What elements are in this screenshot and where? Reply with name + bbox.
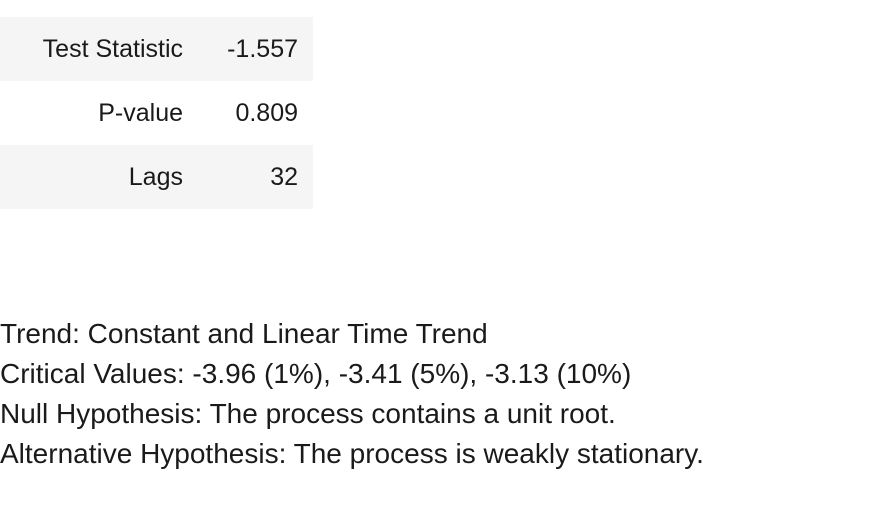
critical-values-line: Critical Values: -3.96 (1%), -3.41 (5%),… bbox=[0, 358, 632, 389]
null-hypothesis-line: Null Hypothesis: The process contains a … bbox=[0, 398, 616, 429]
trend-line: Trend: Constant and Linear Time Trend bbox=[0, 318, 488, 349]
table-row: Lags 32 bbox=[0, 145, 313, 209]
p-value-label: P-value bbox=[98, 98, 183, 127]
p-value-value: 0.809 bbox=[235, 98, 298, 127]
test-statistic-label: Test Statistic bbox=[42, 34, 183, 63]
test-statistic-value: -1.557 bbox=[227, 34, 298, 63]
table-row: P-value 0.809 bbox=[0, 81, 313, 145]
alternative-hypothesis-line: Alternative Hypothesis: The process is w… bbox=[0, 438, 704, 469]
test-results-table: Test Statistic -1.557 P-value 0.809 Lags… bbox=[0, 17, 313, 209]
lags-label: Lags bbox=[128, 162, 183, 191]
test-summary: Trend: Constant and Linear Time Trend Cr… bbox=[0, 314, 704, 474]
table-row: Test Statistic -1.557 bbox=[0, 17, 313, 81]
lags-value: 32 bbox=[270, 162, 298, 191]
